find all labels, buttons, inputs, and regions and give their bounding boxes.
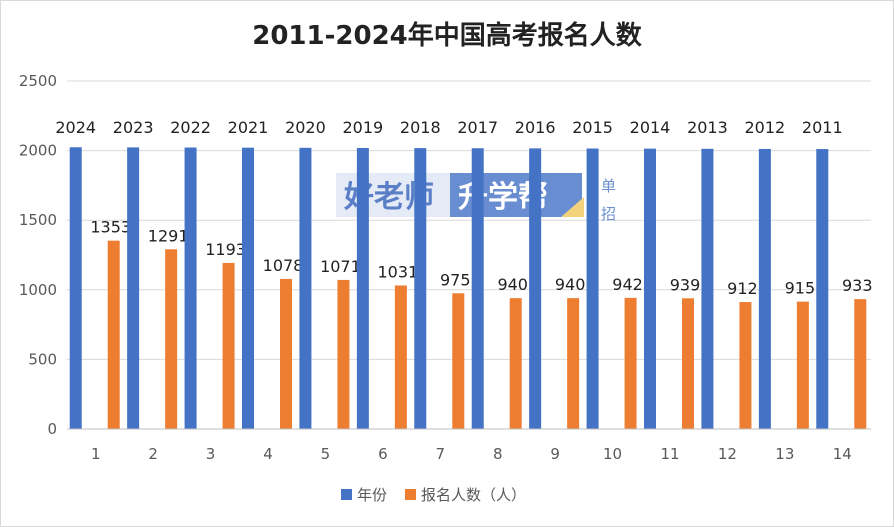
data-label-year: 2017 (457, 118, 498, 137)
data-label-year: 2019 (342, 118, 383, 137)
x-tick-label: 10 (603, 445, 622, 463)
bar-year (644, 148, 656, 430)
bars: 2024 1353 2023 1291 2022 1193 2021 1078 2020 1071… (55, 118, 873, 430)
x-tick-label: 4 (263, 445, 273, 463)
legend-swatch-applicants (405, 489, 416, 500)
data-label-applicants: 940 (497, 275, 528, 294)
data-label-applicants: 1353 (90, 218, 131, 237)
data-label-year: 2024 (55, 118, 96, 137)
bar-year (184, 147, 197, 429)
data-label-applicants: 940 (555, 275, 586, 294)
x-tick-label: 3 (206, 445, 216, 463)
data-label-applicants: 1291 (148, 226, 189, 245)
y-tick-label: 1500 (19, 211, 57, 229)
bar-year (356, 147, 369, 429)
data-label-applicants: 933 (842, 276, 873, 295)
legend-swatch-year (341, 489, 352, 500)
bar-applicants (280, 278, 292, 429)
data-label-year: 2022 (170, 118, 211, 137)
data-label-applicants: 1031 (377, 262, 418, 281)
bar-applicants (567, 298, 580, 429)
data-label-applicants: 912 (727, 279, 758, 298)
bar-year (701, 148, 714, 429)
bar-year (127, 147, 140, 429)
data-label-year: 2011 (802, 118, 843, 137)
bar-year (299, 147, 312, 430)
data-label-applicants: 1071 (320, 257, 361, 276)
x-tick-label: 14 (833, 445, 852, 463)
x-tick-label: 2 (148, 445, 158, 463)
data-label-year: 2020 (285, 118, 326, 137)
x-tick-label: 12 (718, 445, 737, 463)
bar-applicants (854, 299, 867, 429)
bar-year (816, 149, 829, 430)
bar-year (414, 148, 427, 429)
watermark-corner (561, 197, 584, 217)
y-axis: 0 500 1000 1500 2000 2500 (19, 72, 57, 438)
y-tick-label: 500 (28, 350, 57, 368)
bar-year (242, 147, 254, 429)
data-label-applicants: 1193 (205, 240, 246, 259)
watermark-side-1: 单 (601, 177, 616, 195)
x-tick-label: 1 (91, 445, 101, 463)
data-label-applicants: 942 (612, 275, 643, 294)
y-tick-label: 1000 (19, 281, 57, 299)
data-label-applicants: 975 (440, 270, 471, 289)
data-label-year: 2013 (687, 118, 728, 137)
bar-applicants (796, 301, 809, 429)
x-tick-label: 13 (775, 445, 794, 463)
bar-year (471, 148, 484, 430)
data-label-year: 2018 (400, 118, 441, 137)
data-label-applicants: 915 (785, 279, 816, 298)
x-tick-label: 6 (378, 445, 388, 463)
bar-year (758, 148, 771, 429)
bar-applicants (452, 293, 465, 429)
watermark-side-2: 招 (601, 205, 616, 223)
bar-applicants (222, 262, 235, 429)
data-label-year: 2015 (572, 118, 613, 137)
bar-applicants (337, 279, 350, 429)
data-label-year: 2012 (744, 118, 785, 137)
y-tick-label: 0 (47, 420, 57, 438)
watermark-box-left (336, 173, 450, 217)
x-tick-label: 9 (550, 445, 560, 463)
legend-label-year: 年份 (357, 486, 387, 504)
y-tick-label: 2000 (19, 142, 57, 160)
legend-label-applicants: 报名人数（人） (421, 486, 526, 504)
data-label-year: 2014 (630, 118, 671, 137)
bar-applicants (394, 285, 407, 429)
data-label-applicants: 939 (670, 275, 701, 294)
bar-applicants (107, 240, 120, 429)
bar-applicants (682, 298, 694, 429)
data-label-year: 2016 (515, 118, 556, 137)
bar-applicants (509, 298, 522, 429)
x-tick-label: 5 (321, 445, 331, 463)
x-tick-label: 8 (493, 445, 503, 463)
bar-applicants (739, 302, 752, 429)
bar-year (529, 148, 542, 429)
data-label-year: 2023 (113, 118, 154, 137)
data-label-year: 2021 (228, 118, 269, 137)
bar-year (69, 147, 82, 429)
bar-applicants (624, 297, 637, 429)
chart-title: 2011-2024年中国高考报名人数 (252, 21, 642, 51)
x-axis: 1 2 3 4 5 6 7 8 9 10 11 12 13 14 (67, 428, 871, 463)
legend: 年份 报名人数（人） (341, 486, 526, 504)
bar-year (586, 148, 599, 429)
x-tick-label: 7 (436, 445, 446, 463)
y-tick-label: 2500 (19, 72, 57, 90)
bar-applicants (165, 249, 178, 429)
x-tick-label: 11 (660, 445, 679, 463)
data-label-applicants: 1078 (263, 256, 304, 275)
